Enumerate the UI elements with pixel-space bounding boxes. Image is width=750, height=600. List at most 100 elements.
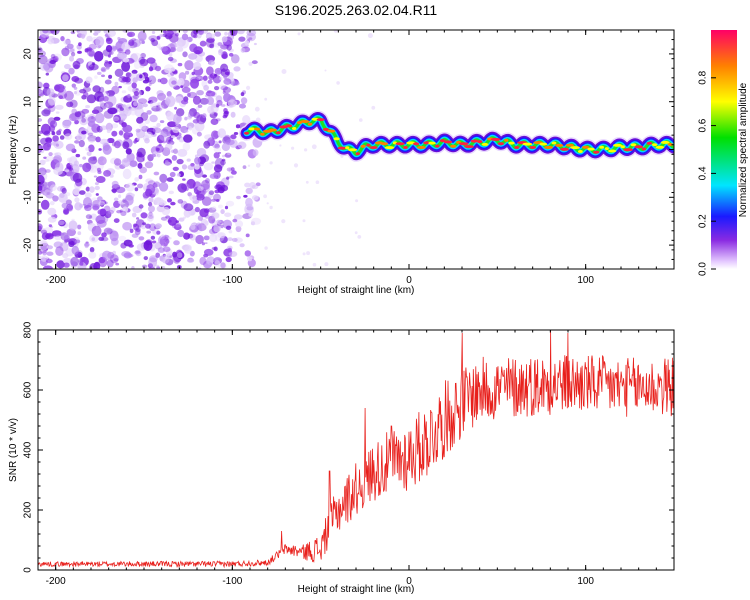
noise-dot (43, 156, 47, 159)
noise-dot (93, 175, 97, 178)
noise-dot (105, 90, 109, 94)
noise-dot (231, 170, 237, 175)
noise-dot (123, 107, 132, 117)
noise-dot (214, 86, 220, 91)
noise-dot (88, 156, 98, 165)
noise-dot (165, 160, 169, 163)
ridge-peak (458, 142, 469, 146)
noise-dot (63, 39, 71, 45)
noise-dot (38, 185, 43, 191)
noise-dot (41, 109, 51, 117)
noise-dot (85, 186, 90, 192)
spectrogram-x-ticks: -200 -100 0 100 (46, 30, 675, 286)
noise-dot (167, 237, 172, 240)
ridge-peak (292, 127, 297, 130)
ridge-peak (366, 143, 371, 147)
noise-dot (235, 124, 241, 129)
noise-dot (166, 111, 175, 121)
noise-dot (60, 36, 65, 42)
y-tick-label: -20 (23, 237, 34, 252)
noise-dot (188, 53, 198, 60)
noise-dot (122, 206, 128, 213)
noise-dot (107, 94, 117, 107)
x-tick-label: 100 (577, 275, 594, 286)
noise-dot (68, 240, 75, 248)
ridge-peak (428, 141, 436, 145)
noise-dot (97, 156, 107, 166)
noise-dot (213, 246, 218, 252)
noise-dot (83, 197, 92, 208)
noise-dot (148, 205, 155, 213)
noise-dot (197, 104, 203, 108)
noise-dot (237, 141, 247, 150)
noise-dot (122, 168, 132, 180)
noise-dot (182, 51, 188, 58)
noise-dot (225, 256, 232, 263)
noise-dot (137, 30, 147, 42)
noise-dot (108, 50, 114, 55)
noise-dot (148, 82, 152, 86)
noise-dot (248, 212, 253, 217)
noise-dot (167, 121, 177, 128)
noise-dot (166, 177, 174, 182)
noise-dot (139, 122, 147, 131)
noise-dot (85, 76, 93, 84)
noise-dot (191, 125, 200, 135)
noise-dot (198, 30, 205, 36)
noise-dot (123, 132, 130, 140)
y-tick-label: 10 (23, 96, 34, 108)
noise-dot (95, 112, 105, 124)
noise-dot (367, 33, 373, 39)
noise-dot (78, 42, 82, 47)
noise-dot (103, 170, 112, 177)
noise-dot (129, 106, 138, 116)
noise-dot (199, 208, 209, 218)
noise-dot (224, 152, 232, 158)
colorbar-tick-label: 0.8 (698, 70, 709, 84)
noise-dot (71, 245, 80, 255)
noise-dot (142, 222, 147, 226)
ridge-peak (555, 143, 564, 147)
noise-dot (221, 36, 228, 43)
noise-dot (84, 242, 90, 247)
noise-dot (159, 120, 165, 124)
noise-dot (253, 42, 257, 46)
ridge-peak (529, 146, 537, 149)
noise-dot (220, 104, 226, 107)
noise-dot (211, 198, 217, 202)
noise-dot (46, 102, 51, 107)
noise-dot (182, 142, 191, 152)
noise-dot (227, 32, 231, 36)
noise-dot (371, 105, 376, 110)
noise-dot (218, 84, 226, 90)
noise-dot (255, 182, 261, 187)
noise-dot (192, 119, 200, 124)
noise-dot (61, 187, 67, 194)
noise-dot (194, 50, 201, 55)
ridge-peak (544, 145, 554, 149)
noise-dot (92, 205, 100, 211)
ridge-peak (345, 146, 350, 150)
noise-dot (138, 158, 144, 163)
noise-dot (150, 235, 156, 240)
noise-dot (302, 219, 306, 223)
noise-dot (38, 240, 49, 251)
noise-dot (63, 128, 72, 137)
noise-dot (183, 232, 191, 240)
noise-dot (157, 92, 166, 101)
noise-dot (355, 199, 359, 203)
noise-dot (38, 250, 43, 255)
noise-dot (51, 230, 62, 237)
ridge-peak (413, 142, 420, 146)
noise-dot (187, 164, 195, 171)
noise-dot (136, 137, 141, 141)
noise-dot (106, 129, 111, 134)
noise-dot (153, 242, 161, 249)
noise-dot (75, 153, 81, 158)
colorbar-tick-label: 0.2 (698, 214, 709, 228)
noise-dot (144, 137, 150, 144)
noise-dot (66, 238, 72, 243)
noise-dot (71, 83, 77, 88)
noise-dot (79, 89, 87, 94)
